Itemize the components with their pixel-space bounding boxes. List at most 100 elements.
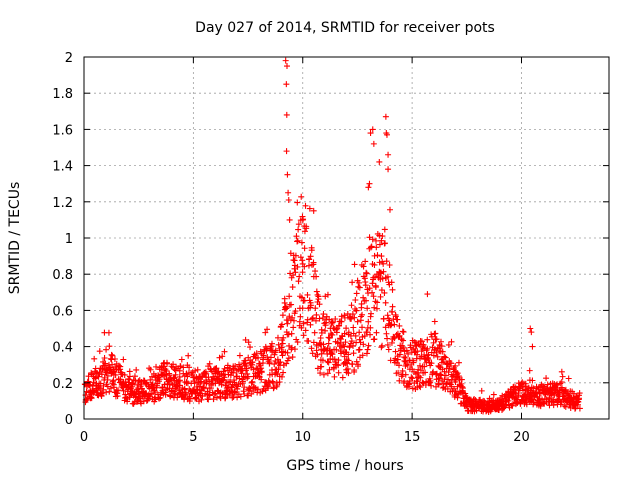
data-point	[264, 326, 271, 333]
data-point	[320, 371, 327, 378]
data-point	[105, 329, 112, 336]
data-point	[310, 207, 317, 214]
data-point	[249, 359, 256, 366]
data-point	[133, 366, 140, 373]
data-point	[147, 376, 154, 383]
data-point	[98, 371, 105, 378]
data-point	[219, 377, 226, 384]
data-point	[289, 284, 296, 291]
data-point	[91, 375, 98, 382]
data-point	[384, 312, 391, 319]
x-tick-labels: 0 5 10 15 20	[80, 430, 530, 445]
data-point	[364, 346, 371, 353]
data-point	[387, 322, 394, 329]
data-point	[260, 352, 267, 359]
data-point	[218, 381, 225, 388]
y-tick-labels: 0 0.2 0.4 0.6 0.8 1 1.2 1.4 1.6 1.8 2	[52, 51, 73, 428]
data-point	[380, 268, 387, 275]
data-point	[362, 258, 369, 265]
data-point	[445, 369, 452, 376]
data-point	[265, 383, 272, 390]
data-point	[349, 311, 356, 318]
data-point	[102, 362, 109, 369]
data-point	[319, 315, 326, 322]
data-point	[90, 379, 97, 386]
data-point	[282, 57, 289, 64]
data-point	[424, 336, 431, 343]
y-tick-label: 1.8	[52, 87, 73, 102]
data-point	[336, 322, 343, 329]
data-point	[117, 363, 124, 370]
data-point	[289, 354, 296, 361]
data-point	[267, 343, 274, 350]
data-point	[339, 374, 346, 381]
data-point	[367, 324, 374, 331]
data-point	[338, 350, 345, 357]
data-point	[381, 240, 388, 247]
x-tick-label: 15	[404, 430, 421, 445]
data-point	[400, 328, 407, 335]
data-point	[406, 378, 413, 385]
data-point	[91, 355, 98, 362]
data-point	[371, 336, 378, 343]
data-point	[88, 394, 95, 401]
data-point	[348, 338, 355, 345]
data-point	[366, 285, 373, 292]
data-point	[307, 321, 314, 328]
data-point	[349, 361, 356, 368]
data-point	[294, 238, 301, 245]
data-point	[156, 395, 163, 402]
data-point	[317, 370, 324, 377]
data-point	[279, 312, 286, 319]
data-point	[431, 346, 438, 353]
data-point	[422, 369, 429, 376]
data-point	[527, 325, 534, 332]
data-point	[305, 338, 312, 345]
data-point	[372, 282, 379, 289]
data-point	[381, 226, 388, 233]
data-point	[292, 269, 299, 276]
data-point	[259, 360, 266, 367]
data-point	[237, 393, 244, 400]
y-tick-label: 0.8	[52, 268, 73, 283]
data-point	[440, 358, 447, 365]
y-tick-label: 0.2	[52, 377, 73, 392]
data-point	[396, 322, 403, 329]
data-point	[325, 334, 332, 341]
data-point	[96, 385, 103, 392]
data-point	[365, 184, 372, 191]
data-point	[338, 318, 345, 325]
data-point	[275, 341, 282, 348]
data-point	[305, 262, 312, 269]
y-axis-label: SRMTID / TECUs	[7, 182, 23, 295]
data-point	[308, 247, 315, 254]
chart-title: Day 027 of 2014, SRMTID for receiver pot…	[195, 20, 495, 36]
data-point	[159, 384, 166, 391]
grid-lines	[84, 57, 609, 419]
data-point	[424, 345, 431, 352]
data-point	[360, 263, 367, 270]
data-point	[167, 393, 174, 400]
data-point	[274, 382, 281, 389]
data-point	[434, 353, 441, 360]
data-point	[293, 233, 300, 240]
data-point	[562, 386, 569, 393]
data-point	[306, 205, 313, 212]
data-point	[295, 278, 302, 285]
data-point	[367, 130, 374, 137]
data-point	[135, 378, 142, 385]
data-point	[384, 273, 391, 280]
data-point	[312, 305, 319, 312]
data-point	[348, 302, 355, 309]
data-point	[129, 383, 136, 390]
data-point	[278, 373, 285, 380]
axis-ticks	[83, 56, 609, 420]
data-point	[146, 365, 153, 372]
data-point	[356, 329, 363, 336]
data-point	[570, 390, 577, 397]
data-point	[350, 342, 357, 349]
data-point	[216, 354, 223, 361]
data-point	[294, 199, 301, 206]
data-point	[325, 359, 332, 366]
